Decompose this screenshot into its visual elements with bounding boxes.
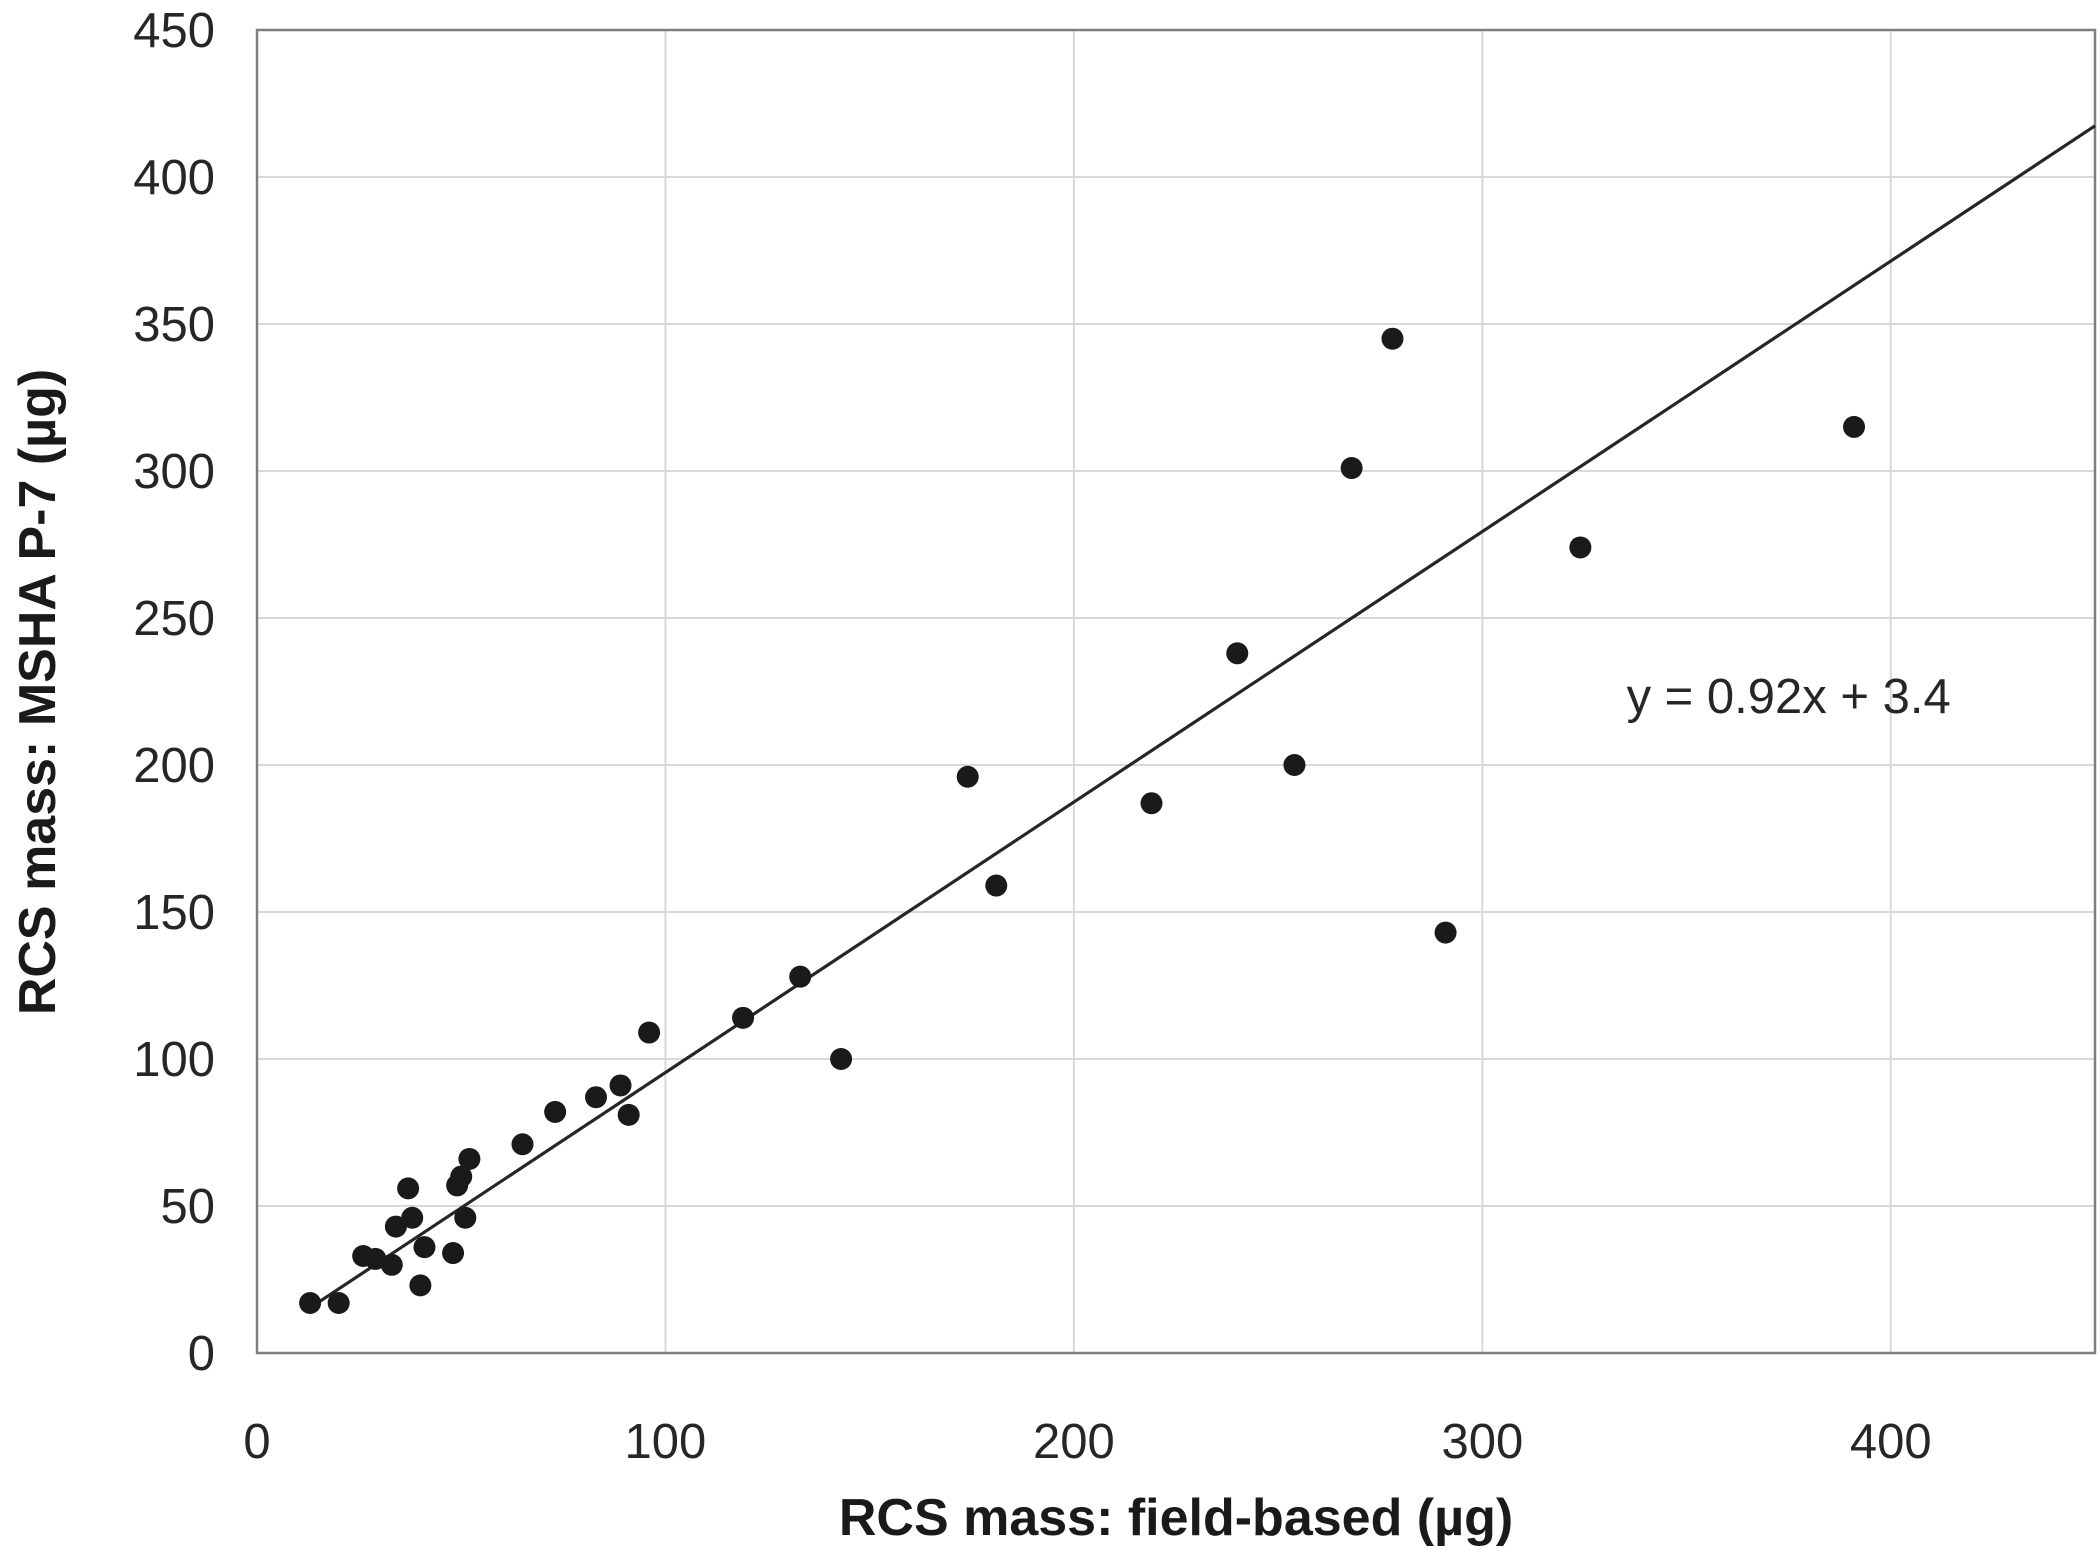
y-tick-label: 100 <box>133 1033 215 1087</box>
data-point <box>401 1206 424 1229</box>
x-tick-label: 200 <box>1033 1415 1115 1469</box>
data-point <box>1843 415 1866 438</box>
data-point <box>789 965 812 988</box>
y-tick-label: 350 <box>133 298 215 352</box>
data-point <box>617 1103 640 1126</box>
plot-border <box>255 28 2097 1355</box>
y-axis-title: RCS mass: MSHA P-7 (µg) <box>9 368 67 1015</box>
y-tick-label: 450 <box>133 4 215 58</box>
data-point <box>384 1215 407 1238</box>
y-tick-label: 50 <box>160 1180 215 1234</box>
x-tick-label: 300 <box>1441 1415 1523 1469</box>
data-point <box>511 1133 534 1156</box>
data-point <box>454 1206 477 1229</box>
data-point <box>299 1292 322 1315</box>
data-point <box>585 1086 608 1109</box>
data-point <box>1381 327 1404 350</box>
data-point <box>397 1177 420 1200</box>
y-tick-label: 150 <box>133 886 215 940</box>
data-point <box>985 874 1008 897</box>
data-point <box>609 1074 632 1097</box>
data-point <box>1340 457 1363 480</box>
data-point <box>409 1274 432 1297</box>
data-point <box>544 1100 567 1123</box>
y-tick-label: 250 <box>133 592 215 646</box>
data-point <box>830 1048 853 1070</box>
data-point <box>1226 642 1249 665</box>
trendline <box>309 124 2096 1310</box>
data-point <box>1569 536 1592 559</box>
data-point <box>1140 792 1163 815</box>
x-tick-label: 0 <box>243 1415 270 1469</box>
x-tick-label: 400 <box>1850 1415 1932 1469</box>
y-tick-label: 200 <box>133 739 215 793</box>
data-point <box>442 1242 465 1265</box>
trendline-equation-annotation: y = 0.92x + 3.4 <box>1626 670 1951 725</box>
y-tick-label: 300 <box>133 445 215 499</box>
data-point <box>1283 754 1306 776</box>
data-point <box>638 1021 661 1044</box>
data-point <box>450 1165 473 1188</box>
x-axis-title: RCS mass: field-based (µg) <box>838 1489 1514 1547</box>
y-tick-label: 0 <box>188 1327 215 1381</box>
data-point <box>732 1006 755 1029</box>
data-point <box>327 1292 350 1315</box>
data-point <box>956 765 979 788</box>
data-point <box>413 1236 436 1259</box>
x-tick-label: 100 <box>625 1415 707 1469</box>
data-point <box>380 1253 403 1276</box>
data-point <box>1434 921 1457 944</box>
data-point <box>458 1147 481 1170</box>
y-tick-label: 400 <box>133 151 215 205</box>
